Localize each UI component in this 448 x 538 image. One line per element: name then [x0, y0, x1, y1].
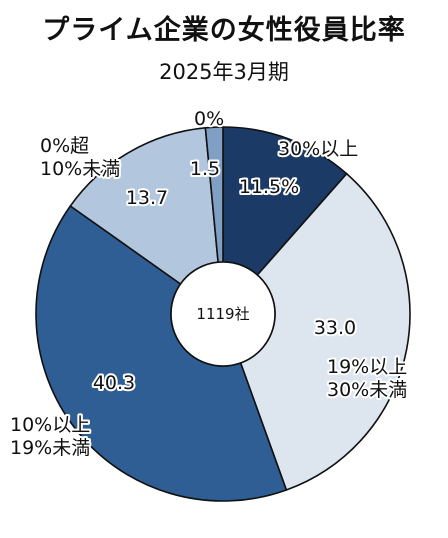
- category-label-2-line-0: 10%以上: [10, 414, 90, 436]
- chart-title: プライム企業の女性役員比率: [42, 15, 406, 46]
- value-label-2: 40.3: [93, 372, 135, 394]
- category-label-1-line-1: 30%未満: [327, 379, 407, 401]
- category-label-3-line-1: 10%未満: [40, 158, 120, 180]
- category-label-1-line-0: 19%以上: [327, 356, 407, 378]
- value-label-4: 1.5: [190, 158, 220, 180]
- value-label-1: 33.0: [314, 317, 356, 339]
- chart-subtitle: 2025年3月期: [159, 60, 289, 84]
- center-label: 1119社: [196, 305, 249, 323]
- donut-hole: [170, 261, 276, 367]
- value-label-0: 11.5%: [239, 176, 299, 198]
- category-label-4-line-0: 0%: [194, 108, 224, 130]
- value-label-3: 13.7: [126, 187, 168, 209]
- category-label-2-line-1: 19%未満: [10, 437, 90, 459]
- category-label-0-line-0: 30%以上: [278, 138, 358, 160]
- category-label-3-line-0: 0%超: [40, 135, 89, 157]
